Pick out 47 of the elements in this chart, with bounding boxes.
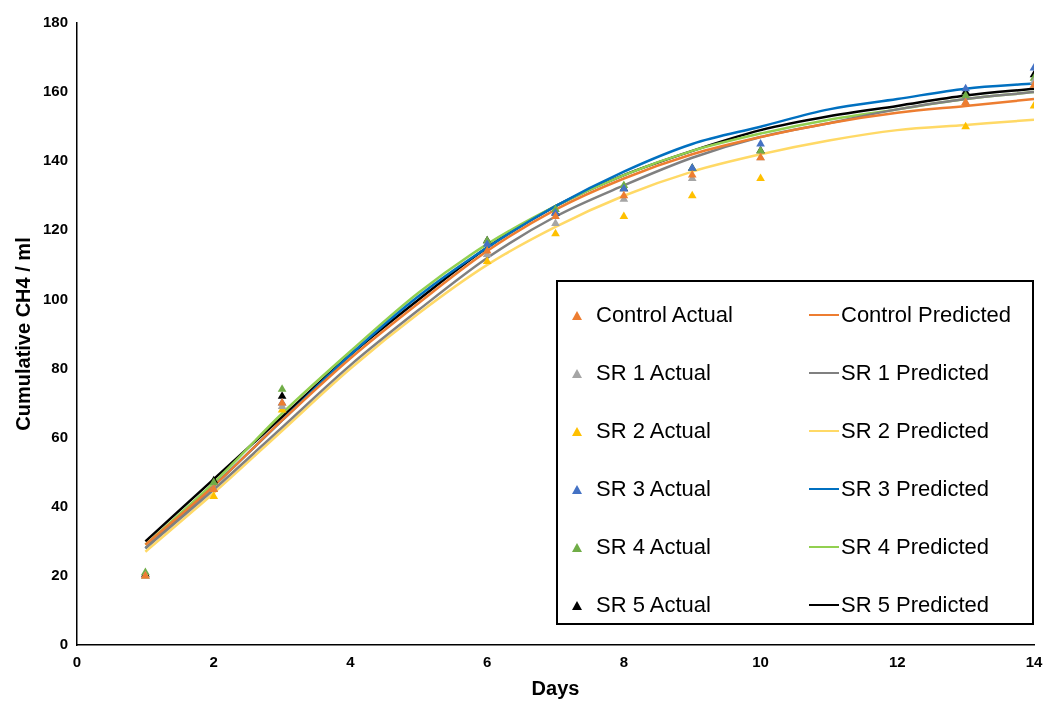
point bbox=[551, 228, 560, 237]
y-tick-label: 0 bbox=[59, 635, 69, 653]
y-tick-label: 20 bbox=[51, 566, 69, 584]
x-tick-label: 14 bbox=[1025, 653, 1043, 671]
point bbox=[277, 384, 287, 392]
point bbox=[209, 491, 219, 499]
y-tick-label: 40 bbox=[51, 496, 69, 514]
point bbox=[619, 211, 629, 220]
legend-label: SR 5 Actual bbox=[596, 592, 711, 618]
legend-label: SR 4 Predicted bbox=[841, 534, 989, 560]
x-axis-title: Days bbox=[531, 676, 580, 699]
point bbox=[482, 256, 492, 264]
y-axis-title: Cumulative CH4 / ml bbox=[11, 237, 34, 431]
legend-label: SR 3 Actual bbox=[596, 476, 711, 502]
y-tick-label: 180 bbox=[43, 13, 69, 31]
point bbox=[482, 239, 492, 247]
legend-label: SR 1 Actual bbox=[596, 360, 711, 386]
legend-label: Control Predicted bbox=[841, 302, 1011, 328]
legend-label: SR 3 Predicted bbox=[841, 476, 989, 502]
point bbox=[687, 190, 697, 199]
point bbox=[756, 173, 765, 181]
y-tick-label: 100 bbox=[43, 289, 69, 307]
legend-label: SR 2 Actual bbox=[596, 418, 711, 444]
point bbox=[961, 121, 970, 130]
point bbox=[551, 218, 560, 226]
x-tick-label: 0 bbox=[72, 653, 82, 671]
legend-label: SR 4 Actual bbox=[596, 534, 711, 560]
y-tick-label: 120 bbox=[43, 220, 69, 238]
y-tick-label: 140 bbox=[43, 151, 69, 169]
point bbox=[551, 211, 560, 220]
point bbox=[277, 391, 287, 399]
y-tick-label: 80 bbox=[51, 358, 69, 376]
legend-label: Control Actual bbox=[596, 302, 733, 328]
x-tick-label: 4 bbox=[346, 653, 356, 671]
y-tick-label: 160 bbox=[43, 82, 69, 100]
x-tick-label: 10 bbox=[752, 653, 769, 671]
legend-label: SR 2 Predicted bbox=[841, 418, 989, 444]
legend-label: SR 5 Predicted bbox=[841, 592, 989, 618]
x-tick-label: 2 bbox=[209, 653, 218, 671]
y-tick-label: 60 bbox=[51, 427, 69, 445]
point bbox=[961, 90, 970, 99]
point bbox=[619, 190, 629, 199]
legend-label: SR 1 Predicted bbox=[841, 360, 989, 386]
point bbox=[961, 83, 970, 92]
x-tick-label: 8 bbox=[619, 653, 629, 671]
x-tick-label: 6 bbox=[482, 653, 492, 671]
x-tick-label: 12 bbox=[888, 653, 906, 671]
